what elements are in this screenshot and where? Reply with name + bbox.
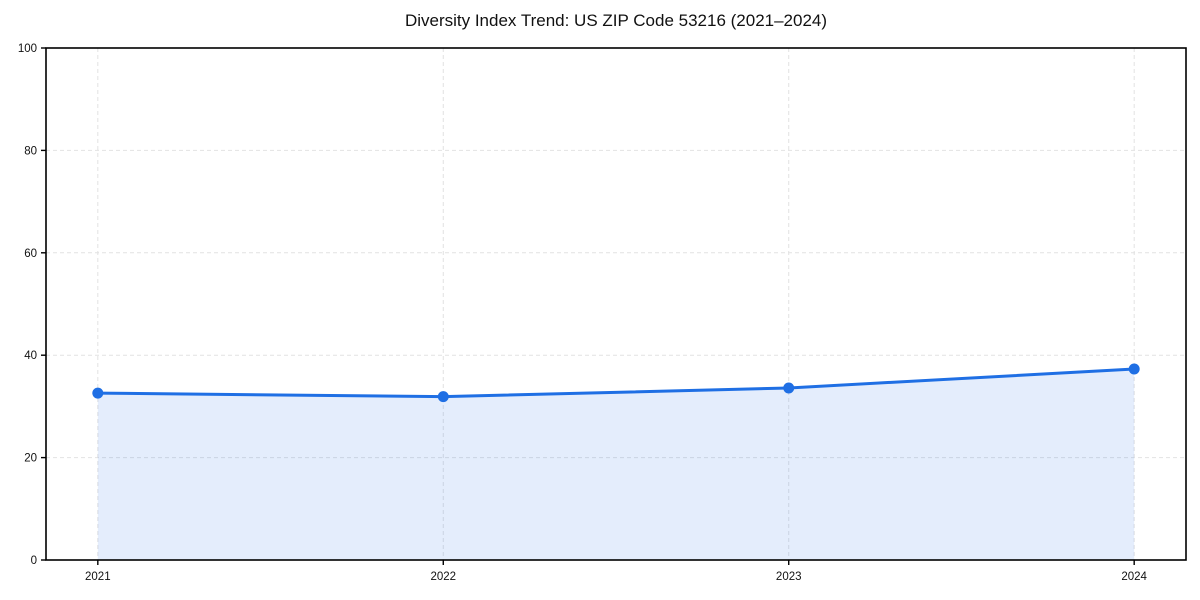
data-points bbox=[92, 363, 1140, 403]
data-point-2024 bbox=[1128, 363, 1140, 375]
y-tick-label-0: 0 bbox=[31, 555, 37, 567]
x-tick-label-2021: 2021 bbox=[85, 571, 111, 583]
y-tick-label-20: 20 bbox=[24, 453, 37, 465]
y-tick-label-40: 40 bbox=[24, 350, 37, 362]
y-axis: 0 20 40 60 80 100 bbox=[18, 43, 46, 567]
data-point-2023 bbox=[783, 382, 795, 394]
trend-line bbox=[96, 367, 1136, 399]
x-tick-label-2023: 2023 bbox=[776, 571, 802, 583]
chart-title: Diversity Index Trend: US ZIP Code 53216… bbox=[404, 11, 828, 30]
y-tick-label-80: 80 bbox=[24, 145, 37, 157]
y-tick-label-100: 100 bbox=[18, 43, 37, 55]
x-tick-label-2024: 2024 bbox=[1121, 571, 1147, 583]
y-tick-label-60: 60 bbox=[24, 248, 37, 260]
data-point-2021 bbox=[92, 387, 104, 399]
x-axis: 2021 2022 2023 2024 bbox=[85, 560, 1148, 583]
x-tick-label-2022: 2022 bbox=[430, 571, 456, 583]
area-fill bbox=[97, 369, 1135, 560]
plot-border bbox=[45, 47, 1187, 561]
data-point-2022 bbox=[437, 391, 449, 403]
